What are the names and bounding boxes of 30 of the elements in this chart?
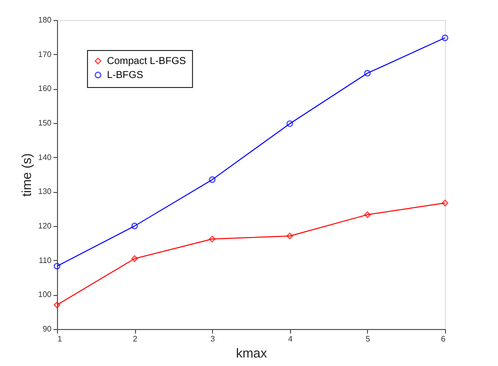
x-tick-label: 2 (132, 334, 138, 344)
x-tick-label: 1 (58, 334, 62, 344)
point (286, 232, 294, 240)
y-tick-label: 120 (38, 222, 52, 230)
legend-label: Compact L-BFGS (107, 56, 186, 67)
y-axis-title: time (s) (19, 153, 34, 197)
x-tick-label: 4 (288, 334, 294, 344)
point (364, 211, 371, 218)
y-tick-label: 140 (38, 152, 52, 162)
point (208, 176, 216, 183)
y-tick-label: 170 (38, 50, 52, 59)
y-tick-label: 180 (38, 16, 52, 24)
point (442, 200, 448, 206)
legend-label: L-BFGS (107, 70, 144, 81)
y-tick-label: 130 (38, 187, 52, 196)
point (364, 70, 371, 77)
point (131, 255, 138, 262)
y-tick-label: 150 (38, 118, 52, 128)
x-tick-label: 3 (210, 334, 216, 344)
y-tick-label: 90 (42, 324, 52, 334)
x-axis-title: kmax (236, 346, 268, 360)
x-tick-label: 6 (441, 334, 446, 344)
x-tick-label: 5 (366, 334, 371, 344)
point (54, 302, 60, 308)
point (286, 120, 294, 128)
point (208, 236, 216, 242)
y-tick-label: 110 (38, 256, 52, 265)
point (131, 222, 138, 230)
y-tick-label: 100 (38, 290, 52, 300)
y-tick-label: 160 (38, 84, 52, 94)
